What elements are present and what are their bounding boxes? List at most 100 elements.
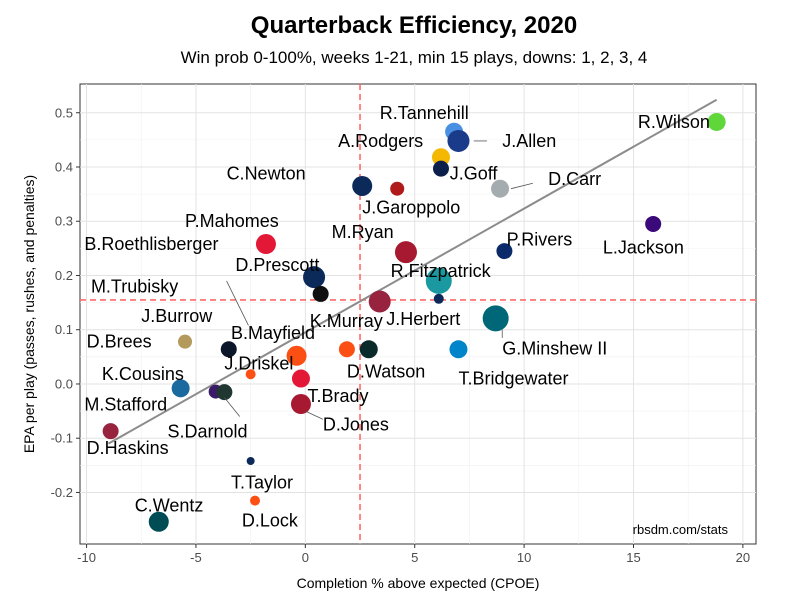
point-d-watson — [359, 340, 378, 359]
leader-line-15 — [226, 280, 249, 326]
label-p-mahomes: P.Mahomes — [185, 211, 279, 231]
grid-lines — [80, 84, 756, 544]
point-m-ryan — [394, 241, 417, 264]
point-r-fitzpatrick — [425, 267, 452, 294]
x-tick-label-0: -10 — [77, 550, 96, 565]
point-unlabeled-25 — [291, 369, 310, 388]
point-t-brady — [290, 394, 311, 415]
y-tick-label-1: -0.1 — [51, 431, 73, 446]
point-p-rivers — [496, 243, 513, 260]
y-tick-label-3: 0.1 — [55, 322, 73, 337]
y-tick-label-4: 0.2 — [55, 268, 73, 283]
point-j-driskel — [245, 369, 256, 380]
label-t-taylor: T.Taylor — [231, 473, 293, 493]
label-s-darnold: S.Darnold — [168, 422, 248, 442]
plot-panel — [79, 83, 757, 545]
point-j-herbert — [433, 293, 444, 304]
point-t-taylor — [246, 457, 255, 466]
point-d-brees — [178, 334, 193, 349]
label-j-garoppolo: J.Garoppolo — [362, 198, 460, 218]
point-d-prescott — [303, 266, 326, 289]
point-l-jackson — [645, 215, 662, 232]
label-d-jones: D.Jones — [323, 415, 389, 435]
leader-line-7 — [510, 182, 533, 190]
x-tick-label-1: -5 — [190, 550, 202, 565]
label-p-rivers: P.Rivers — [507, 230, 573, 250]
point-j-allen — [447, 129, 470, 152]
point-k-murray — [368, 290, 391, 313]
label-r-fitzpatrick: R.Fitzpatrick — [391, 261, 492, 281]
label-c-newton: C.Newton — [227, 164, 306, 184]
x-tick-label-3: 5 — [411, 550, 418, 565]
point-labels: R.Wilson R.Tannehill J.Allen A.Rodgers J.Gof… — [84, 103, 710, 531]
chart-title: Quarterback Efficiency, 2020 — [251, 12, 577, 39]
label-d-brees: D.Brees — [87, 332, 152, 352]
x-axis-title: Completion % above expected (CPOE) — [297, 575, 540, 591]
label-j-allen: J.Allen — [502, 131, 556, 151]
y-tick-label-0: -0.2 — [51, 485, 73, 500]
point-m-stafford — [102, 423, 119, 440]
x-tick-label-4: 10 — [517, 550, 531, 565]
label-j-goff: J.Goff — [450, 164, 499, 184]
label-b-mayfield: B.Mayfield — [231, 323, 315, 343]
point-d-lock — [250, 495, 261, 506]
regression-line — [107, 98, 718, 445]
label-d-lock: D.Lock — [242, 511, 299, 531]
leader-line-29 — [224, 397, 241, 417]
label-a-rodgers: A.Rodgers — [338, 131, 423, 151]
x-tick-label-2: 0 — [302, 550, 309, 565]
point-a-rodgers — [431, 148, 450, 167]
label-r-tannehill: R.Tannehill — [380, 103, 469, 123]
label-t-bridgewater: T.Bridgewater — [458, 369, 568, 389]
y-tick-label-7: 0.5 — [55, 105, 73, 120]
point-unlabeled-21 — [338, 341, 355, 358]
points-layer — [102, 112, 726, 532]
point-t-bridgewater — [449, 340, 468, 359]
point-g-minshew-ii — [482, 305, 509, 332]
point-c-newton — [352, 175, 373, 196]
label-r-wilson: R.Wilson — [638, 112, 710, 132]
label-d-haskins: D.Haskins — [87, 438, 169, 458]
label-k-cousins: K.Cousins — [102, 364, 184, 384]
caption: rbsdm.com/stats — [633, 522, 729, 537]
label-leader-lines — [224, 140, 533, 420]
trend-line — [107, 98, 718, 445]
y-tick-label-2: 0.0 — [55, 376, 73, 391]
label-t-brady: T.Brady — [308, 386, 369, 406]
point-s-darnold — [216, 384, 233, 401]
point-j-goff — [432, 160, 449, 177]
point-j-garoppolo — [390, 181, 405, 196]
label-k-murray: K.Murray — [310, 311, 383, 331]
reference-lines — [80, 84, 756, 544]
label-m-stafford: M.Stafford — [84, 395, 167, 415]
label-l-jackson: L.Jackson — [603, 237, 684, 257]
label-m-trubisky: M.Trubisky — [91, 276, 178, 296]
point-j-burrow — [220, 341, 237, 358]
point-p-mahomes — [255, 234, 276, 255]
x-axis-ticks: -10 -5 0 5 10 15 20 — [77, 544, 750, 565]
point-c-wentz — [148, 511, 169, 532]
label-d-carr: D.Carr — [548, 169, 601, 189]
y-tick-label-5: 0.3 — [55, 214, 73, 229]
label-d-prescott: D.Prescott — [235, 255, 319, 275]
label-j-driskel: J.Driskel — [224, 353, 293, 373]
label-c-wentz: C.Wentz — [135, 495, 204, 515]
point-b-mayfield — [286, 345, 307, 366]
label-m-ryan: M.Ryan — [332, 222, 394, 242]
x-tick-label-5: 15 — [626, 550, 640, 565]
x-tick-label-6: 20 — [736, 550, 750, 565]
y-axis-title: EPA per play (passes, rushes, and penalt… — [21, 175, 37, 453]
point-k-cousins — [171, 379, 190, 398]
label-j-burrow: J.Burrow — [141, 306, 213, 326]
point-unlabeled-14 — [312, 285, 329, 302]
leader-line-28 — [305, 410, 324, 420]
chart-subtitle: Win prob 0-100%, weeks 1-21, min 15 play… — [181, 48, 648, 67]
y-tick-label-6: 0.4 — [55, 159, 73, 174]
label-d-watson: D.Watson — [347, 362, 425, 382]
point-r-wilson — [707, 112, 726, 131]
label-j-herbert: J.Herbert — [386, 309, 460, 329]
label-b-roethlisberger: B.Roethlisberger — [84, 234, 218, 254]
y-axis-ticks: -0.2 -0.1 0.0 0.1 0.2 0.3 0.4 0.5 — [51, 105, 80, 500]
label-g-minshew-ii: G.Minshew II — [502, 339, 607, 359]
